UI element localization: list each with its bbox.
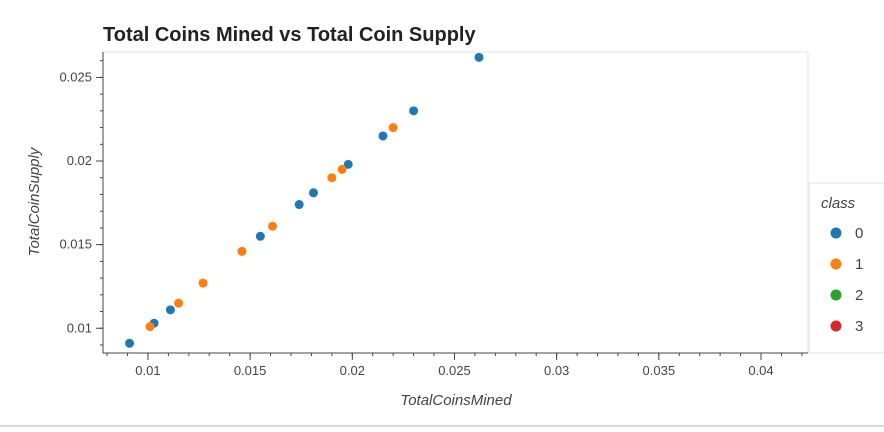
legend-label: 2 [855,287,863,304]
legend-marker [830,289,842,301]
x-tick-label: 0.03 [544,363,569,378]
data-point [125,338,135,348]
data-point [337,164,347,174]
data-point [268,221,278,231]
legend-label: 3 [855,318,863,335]
data-point [327,173,337,183]
x-axis: 0.01 0.015 0.02 0.025 0.03 0.035 0.04 [103,352,808,378]
y-tick-label: 0.015 [59,237,92,252]
data-point [174,298,184,308]
divider [0,425,884,427]
y-axis: 0.01 0.015 0.02 0.025 [59,52,104,353]
legend-title: class [821,195,856,212]
y-axis-label: TotalCoinSupply [26,146,43,256]
legend-label: 0 [855,225,863,242]
legend-items: 0 1 2 3 [830,225,863,335]
data-point [388,123,398,133]
y-tick-label: 0.02 [67,153,92,168]
y-tick-label: 0.025 [59,69,92,84]
x-tick-label: 0.04 [748,363,773,378]
legend-marker [830,258,842,270]
data-point [237,246,247,256]
data-point [343,159,353,169]
legend-marker [830,227,842,239]
data-point [409,106,419,116]
data-point [145,322,155,332]
y-tick-label: 0.01 [67,320,92,335]
x-axis-label: TotalCoinsMined [400,392,512,409]
x-tick-label: 0.035 [643,363,676,378]
legend: class 0 1 2 3 [808,182,884,354]
x-tick-label: 0.01 [135,363,160,378]
data-point [255,231,265,241]
data-point [378,131,388,141]
x-tick-label: 0.025 [438,363,471,378]
x-tick-label: 0.015 [234,363,267,378]
legend-box [808,182,884,354]
chart-title: Total Coins Mined vs Total Coin Supply [103,24,476,46]
data-points [125,52,484,348]
data-point [165,305,175,315]
plot-frame [102,51,809,354]
x-tick-label: 0.02 [340,363,365,378]
legend-marker [830,320,842,332]
data-point [294,200,304,210]
data-point [308,188,318,198]
legend-label: 1 [855,256,863,273]
data-point [198,278,208,288]
data-point [474,52,484,62]
